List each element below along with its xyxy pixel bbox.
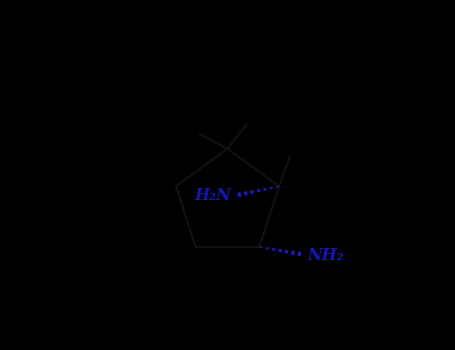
Text: NH₂: NH₂ bbox=[307, 247, 344, 264]
Text: H₂N: H₂N bbox=[194, 187, 231, 204]
